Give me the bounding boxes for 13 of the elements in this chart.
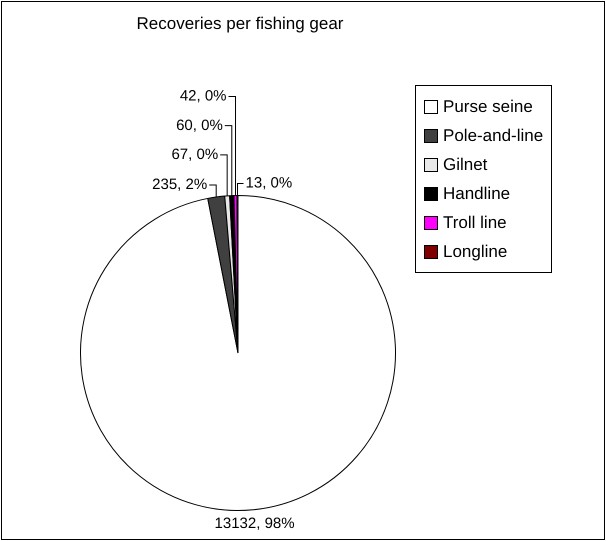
legend-label: Longline [443, 242, 508, 262]
data-label: 67, 0% [171, 146, 218, 164]
legend-label: Pole-and-line [443, 126, 544, 146]
data-label: 42, 0% [180, 88, 227, 105]
legend-label: Purse seine [443, 96, 533, 116]
data-label: 13, 0% [246, 174, 292, 192]
legend-label: Handline [443, 184, 510, 204]
chart-title: Recoveries per fishing gear [136, 14, 344, 34]
legend-label: Troll line [443, 212, 507, 232]
legend-label: Gilnet [443, 154, 488, 174]
data-label: 60, 0% [176, 116, 223, 134]
data-label: 13132, 98% [214, 514, 295, 532]
data-label: 235, 2% [152, 176, 208, 194]
